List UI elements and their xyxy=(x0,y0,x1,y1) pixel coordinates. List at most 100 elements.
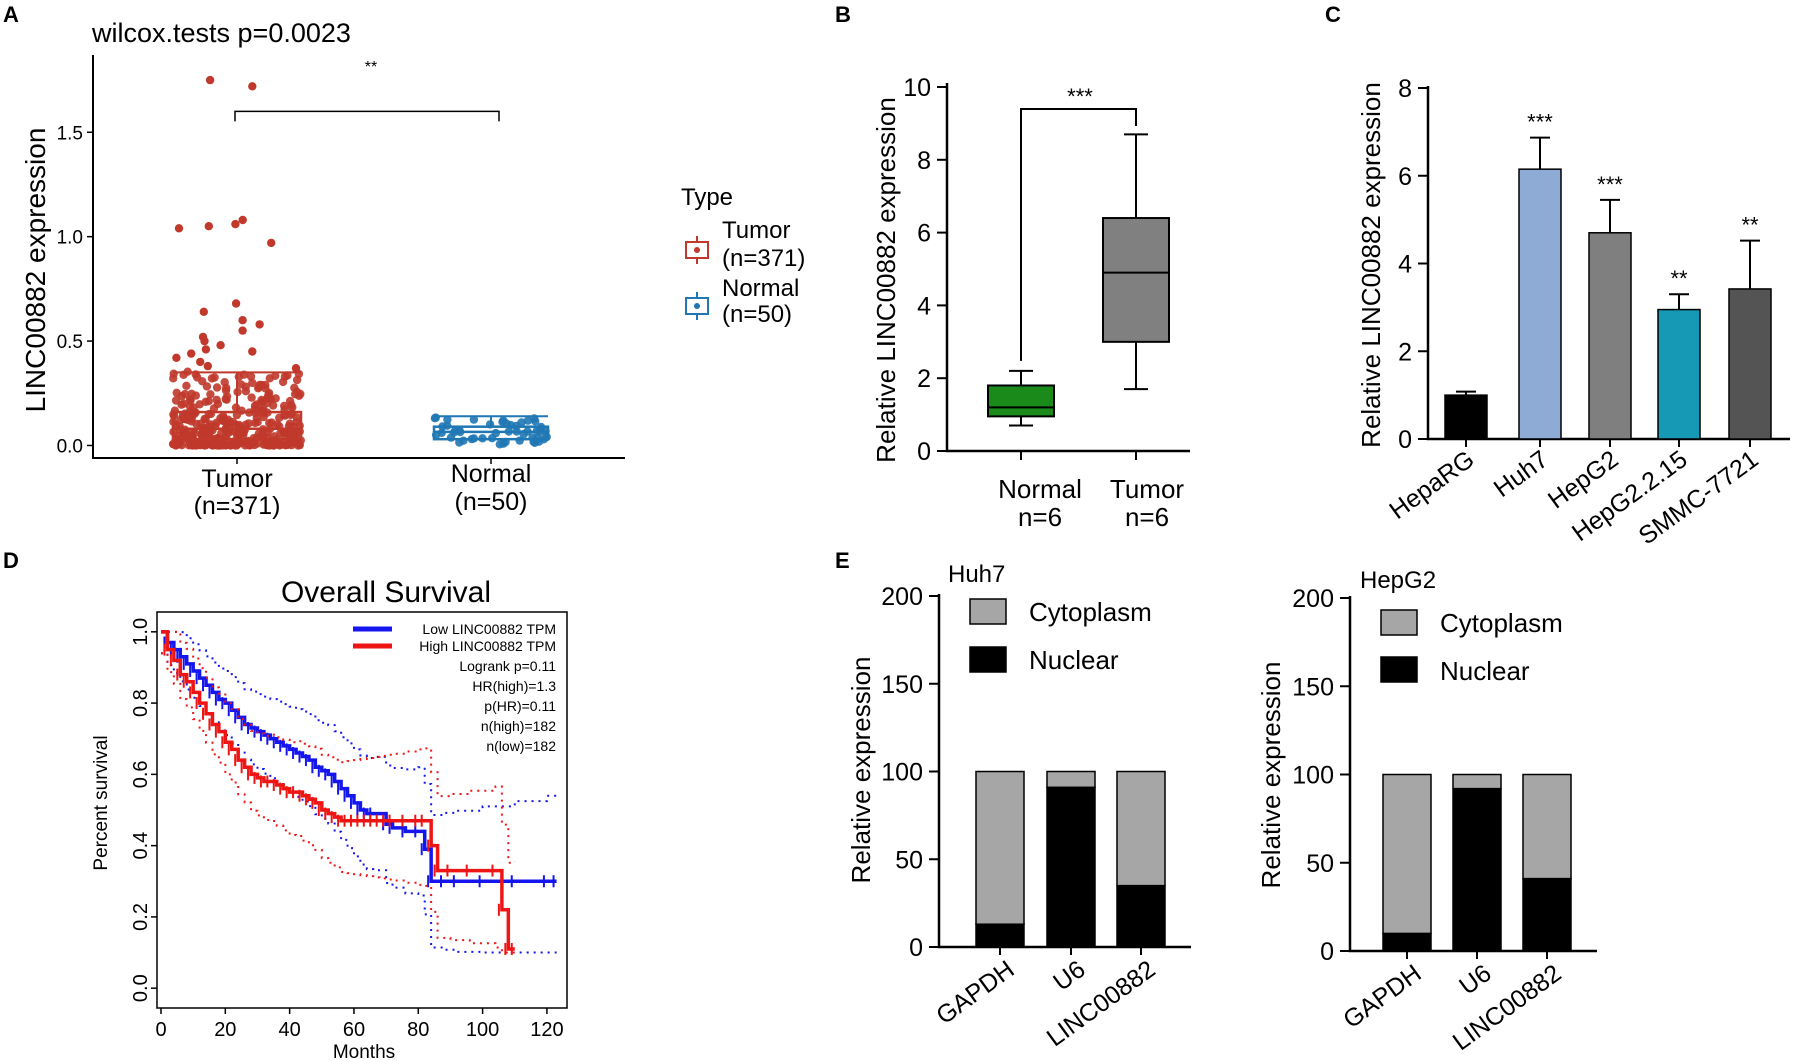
panel-e2-bar-cytoplasm xyxy=(1522,773,1572,880)
panel-a-tumor-point xyxy=(188,436,198,445)
panel-a-tumor-outlier xyxy=(205,75,215,85)
panel-d-stat-hr: HR(high)=1.3 xyxy=(472,678,556,694)
panel-e1-ylabel: Relative expression xyxy=(846,657,876,884)
panel-e1-legend-nuclear: Nuclear xyxy=(1029,645,1119,675)
panel-e1-legend-cytoplasm-swatch xyxy=(969,598,1007,625)
panel-d-curve-high xyxy=(161,630,515,951)
panel-c-bar xyxy=(1657,308,1701,440)
panel-d-ytick-label: 0.8 xyxy=(130,689,152,717)
panel-a-tumor-outlier xyxy=(248,347,257,356)
panel-a-tumor-point xyxy=(209,440,218,450)
panel-d-xtick-label: 40 xyxy=(279,1019,301,1041)
panel-c-plot: 02468HepaRG***Huh7***HepG2**HepG2.2.15**… xyxy=(1384,75,1790,550)
panel-a-normal-point xyxy=(431,413,440,422)
panel-a-tumor-point xyxy=(195,400,204,409)
panel-e-huh7: Huh7 Relative expression Cytoplasm Nucle… xyxy=(846,561,1152,883)
panel-a-tumor-outlier xyxy=(255,320,264,329)
panel-b-bracket xyxy=(1020,108,1137,361)
panel-a-tumor-point xyxy=(290,383,299,392)
panel-c-significance: *** xyxy=(1527,110,1553,135)
panel-e2-legend-cytoplasm: Cytoplasm xyxy=(1440,608,1563,638)
panel-d-xtick-label: 100 xyxy=(466,1019,499,1041)
panel-a-tumor-outlier xyxy=(196,357,205,367)
panel-a-legend-normal-n: (n=50) xyxy=(722,301,792,328)
panel-a-tumor-point xyxy=(234,372,243,381)
panel-d-ylabel: Percent survival xyxy=(91,735,112,870)
panel-a-tumor-point xyxy=(183,430,192,439)
panel-a-tumor-point xyxy=(283,371,292,380)
panel-d-ytick-label: 0.2 xyxy=(130,903,152,931)
panel-a-legend-normal: Normal xyxy=(722,275,799,302)
panel-a-tumor-outlier xyxy=(172,353,181,362)
panel-a-tumor-point xyxy=(288,403,297,412)
panel-d-curve-low xyxy=(161,630,557,884)
panel-a-tumor-point xyxy=(169,369,178,378)
panel-letter-a: A xyxy=(3,2,19,27)
panel-a-title: wilcox.tests p=0.0023 xyxy=(91,18,351,48)
panel-a-normal-point xyxy=(446,433,456,442)
panel-b-box xyxy=(987,384,1055,418)
panel-e2-title: HepG2 xyxy=(1360,567,1436,594)
panel-letter-c: C xyxy=(1325,2,1341,27)
panel-b-xtick-normal: Normal xyxy=(998,474,1082,504)
panel-e1-bar-nuclear xyxy=(975,923,1025,948)
panel-a-ytick-label: 1.5 xyxy=(57,123,83,144)
panel-a-tumor-point xyxy=(248,378,257,388)
panel-e2-bar-nuclear xyxy=(1522,877,1572,952)
panel-b-ytick-label: 8 xyxy=(917,147,931,175)
panel-e1-ytick-label: 150 xyxy=(881,671,923,699)
panel-a-tumor-outlier xyxy=(199,307,208,316)
panel-a-tumor-point xyxy=(275,441,284,450)
panel-a-tumor-point xyxy=(212,383,222,392)
panel-d-stat-nhigh: n(high)=182 xyxy=(481,718,556,734)
panel-e2-bar-cytoplasm xyxy=(1382,773,1432,935)
panel-a-tumor-point xyxy=(250,418,260,428)
panel-c-xtick-label: HepaRG xyxy=(1384,445,1479,525)
panel-e2-ytick-label: 100 xyxy=(1292,762,1334,790)
panel-a-tumor-outlier xyxy=(231,299,241,308)
panel-a-tumor-outlier xyxy=(174,224,184,233)
panel-a-tumor-point xyxy=(179,399,188,408)
panel-a-tumor-point xyxy=(236,380,246,389)
panel-a-tumor-outlier xyxy=(238,326,247,335)
panel-a-tumor-point xyxy=(222,392,232,401)
panel-e2-ytick-label: 150 xyxy=(1292,673,1334,701)
panel-a-tumor-outlier xyxy=(204,222,213,231)
panel-e2-bar-nuclear xyxy=(1452,787,1502,952)
panel-e-hepg2: HepG2 Relative expression Cytoplasm Nucl… xyxy=(1256,567,1563,888)
panel-b-box xyxy=(1102,217,1170,343)
panel-c-bar xyxy=(1518,168,1562,440)
panel-a-tumor-point xyxy=(213,399,223,409)
panel-c-ytick-label: 6 xyxy=(1398,163,1412,191)
panel-d-ytick-label: 0.4 xyxy=(130,832,152,860)
panel-d-xtick-label: 0 xyxy=(155,1019,166,1041)
panel-a-normal-point xyxy=(469,415,479,424)
panel-a-significance: ** xyxy=(365,59,377,76)
panel-a-xtick-normal-n: (n=50) xyxy=(455,488,528,516)
panel-e1-legend-cytoplasm: Cytoplasm xyxy=(1029,597,1152,627)
panel-a-legend-title: Type xyxy=(681,184,733,211)
panel-a-axes xyxy=(92,55,625,459)
panel-a-tumor-point xyxy=(176,415,186,424)
panel-b-xtick-tumor: Tumor xyxy=(1110,474,1184,504)
panel-a-legend-glyph-dot xyxy=(694,303,700,309)
panel-d-ytick-label: 1.0 xyxy=(130,618,152,646)
panel-c-significance: ** xyxy=(1741,213,1759,238)
panel-d: Overall Survival Percent survival Months… xyxy=(91,576,556,1061)
panel-d-xtick-label: 20 xyxy=(214,1019,236,1041)
panel-a-tumor-point xyxy=(177,391,186,401)
panel-a-tumor-point xyxy=(254,384,263,393)
panel-a-tumor-point xyxy=(273,420,282,429)
panel-a-tumor-outlier xyxy=(291,364,301,373)
panel-e1-bar-nuclear xyxy=(1116,884,1166,948)
panel-a-tumor-outlier xyxy=(200,336,209,346)
panel-a-normal-point xyxy=(515,436,524,445)
panel-b-xtick-tumor-n: n=6 xyxy=(1125,502,1169,532)
panel-a-normal-point xyxy=(495,440,504,449)
panel-a-tumor-point xyxy=(206,390,215,399)
panel-a-tumor-outlier xyxy=(231,219,240,229)
panel-e2-ytick-label: 0 xyxy=(1320,938,1334,966)
panel-a-tumor-point xyxy=(192,419,201,429)
panel-c-bar xyxy=(1588,232,1632,440)
panel-a-tumor-point xyxy=(280,411,290,420)
